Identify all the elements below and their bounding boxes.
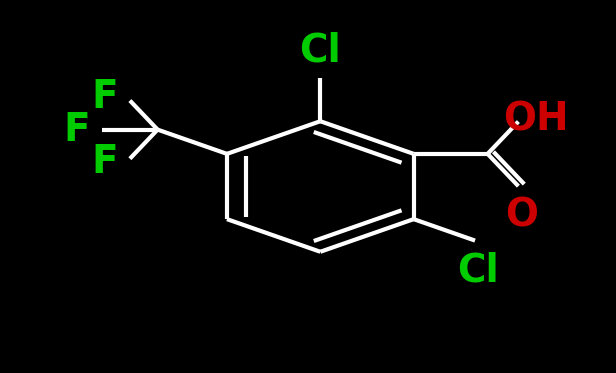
Text: F: F: [91, 144, 118, 181]
Text: O: O: [505, 197, 538, 235]
Text: OH: OH: [503, 101, 569, 139]
Text: F: F: [91, 78, 118, 116]
Text: F: F: [63, 111, 90, 148]
Text: Cl: Cl: [457, 251, 499, 289]
Text: Cl: Cl: [299, 31, 341, 69]
